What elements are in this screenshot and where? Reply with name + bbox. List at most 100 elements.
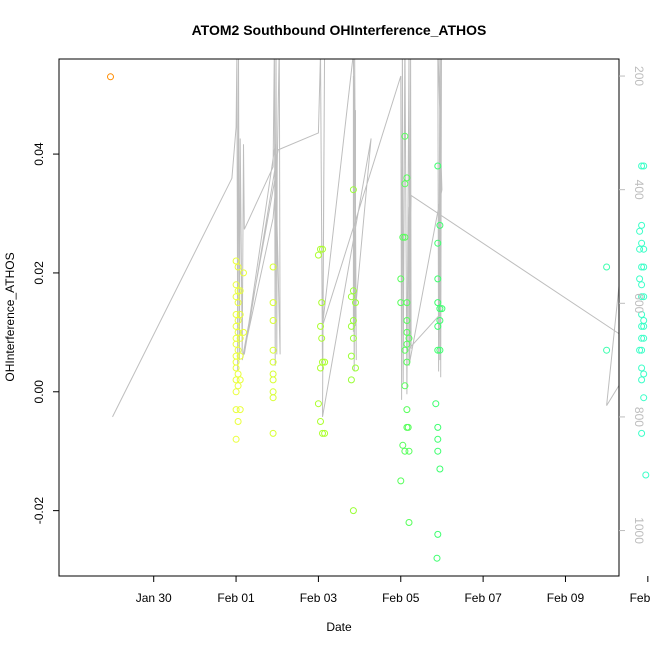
x-axis-label: Date [326,620,352,634]
data-point [434,275,442,283]
y-tick-label: 0.02 [32,261,46,285]
data-point [403,340,411,348]
data-point [318,334,326,342]
data-point [232,293,240,301]
data-point [319,429,326,437]
data-point [638,281,646,289]
data-point [232,257,240,265]
data-point [403,317,411,324]
y2-tick-label: 200 [632,66,646,86]
chart-title: ATOM2 Southbound OHInterference_ATHOS [192,22,487,38]
data-point [403,328,411,336]
data-point [640,317,648,324]
data-point [636,275,644,283]
data-point [234,263,242,271]
y2-tick-label: 800 [632,407,646,427]
data-point [234,328,242,336]
y-axis: -0.02 0.00 0.02 0.04 [32,142,59,524]
data-point [638,334,646,342]
data-point [405,334,413,342]
data-point [349,287,357,295]
data-point [352,299,359,307]
data-point [434,435,442,443]
data-point [269,394,277,402]
data-point [640,293,648,301]
data-point [232,388,240,396]
data-point [236,352,244,360]
data-point [638,429,646,437]
data-point [269,376,277,384]
data-point [434,530,442,538]
data-point [405,519,413,526]
x-tick-label: Feb 07 [464,591,502,605]
data-point [638,221,646,229]
data-point [436,305,444,313]
data-point [269,429,277,437]
data-point [638,322,646,330]
x-tick-label: Feb 09 [547,591,585,605]
data-point [234,287,242,295]
data-point [636,346,644,354]
data-point [638,263,646,271]
data-point [236,287,244,295]
data-point [397,477,405,485]
data-point [269,358,277,366]
data-point [269,263,277,271]
data-point [401,346,409,354]
y2-tick-label: 1000 [632,517,646,544]
x-tick-label: Feb 05 [382,591,420,605]
data-point [436,317,444,324]
data-point [434,299,442,307]
data-point [401,132,409,140]
data-point [434,239,442,247]
data-point [399,441,407,449]
data-point [269,346,277,354]
data-point [234,346,242,354]
data-point [436,346,444,354]
data-point [438,305,446,313]
data-point [317,364,324,372]
data-point [434,447,442,455]
data-point [640,245,648,253]
altitude-series [112,59,619,418]
data-point [403,174,411,182]
data-point [401,233,409,241]
data-point [234,382,242,390]
data-point [347,322,355,330]
data-point [317,322,324,330]
data-point [318,299,326,307]
data-point [321,429,329,437]
data-point [638,346,646,354]
data-point [349,186,357,194]
data-point [403,406,411,414]
data-point [349,507,357,515]
data-point [638,162,646,170]
data-point [638,311,646,318]
data-point [638,239,646,247]
data-point [401,382,409,390]
data-point [433,554,441,562]
data-point [432,400,440,408]
data-point [403,299,411,307]
data-point [234,299,242,307]
data-point [269,370,277,378]
secondary-y-axis: 200 400 600 800 1000 [619,66,646,544]
data-point [232,281,240,289]
data-point [269,299,277,307]
data-point [405,447,413,455]
data-point [640,370,648,378]
x-axis: Jan 30 Feb 01 Feb 03 Feb 05 Feb 07 Feb 09 Feb … [136,576,650,605]
data-point [640,162,648,170]
data-point [232,311,240,318]
data-point [107,73,114,81]
data-point [403,358,411,366]
data-point [234,370,242,378]
data-point [236,376,244,384]
data-point [349,317,357,324]
data-point [434,162,442,170]
data-point [240,328,247,336]
data-point [321,358,329,366]
data-point [436,465,444,473]
y-tick-label: 0.00 [32,380,46,404]
